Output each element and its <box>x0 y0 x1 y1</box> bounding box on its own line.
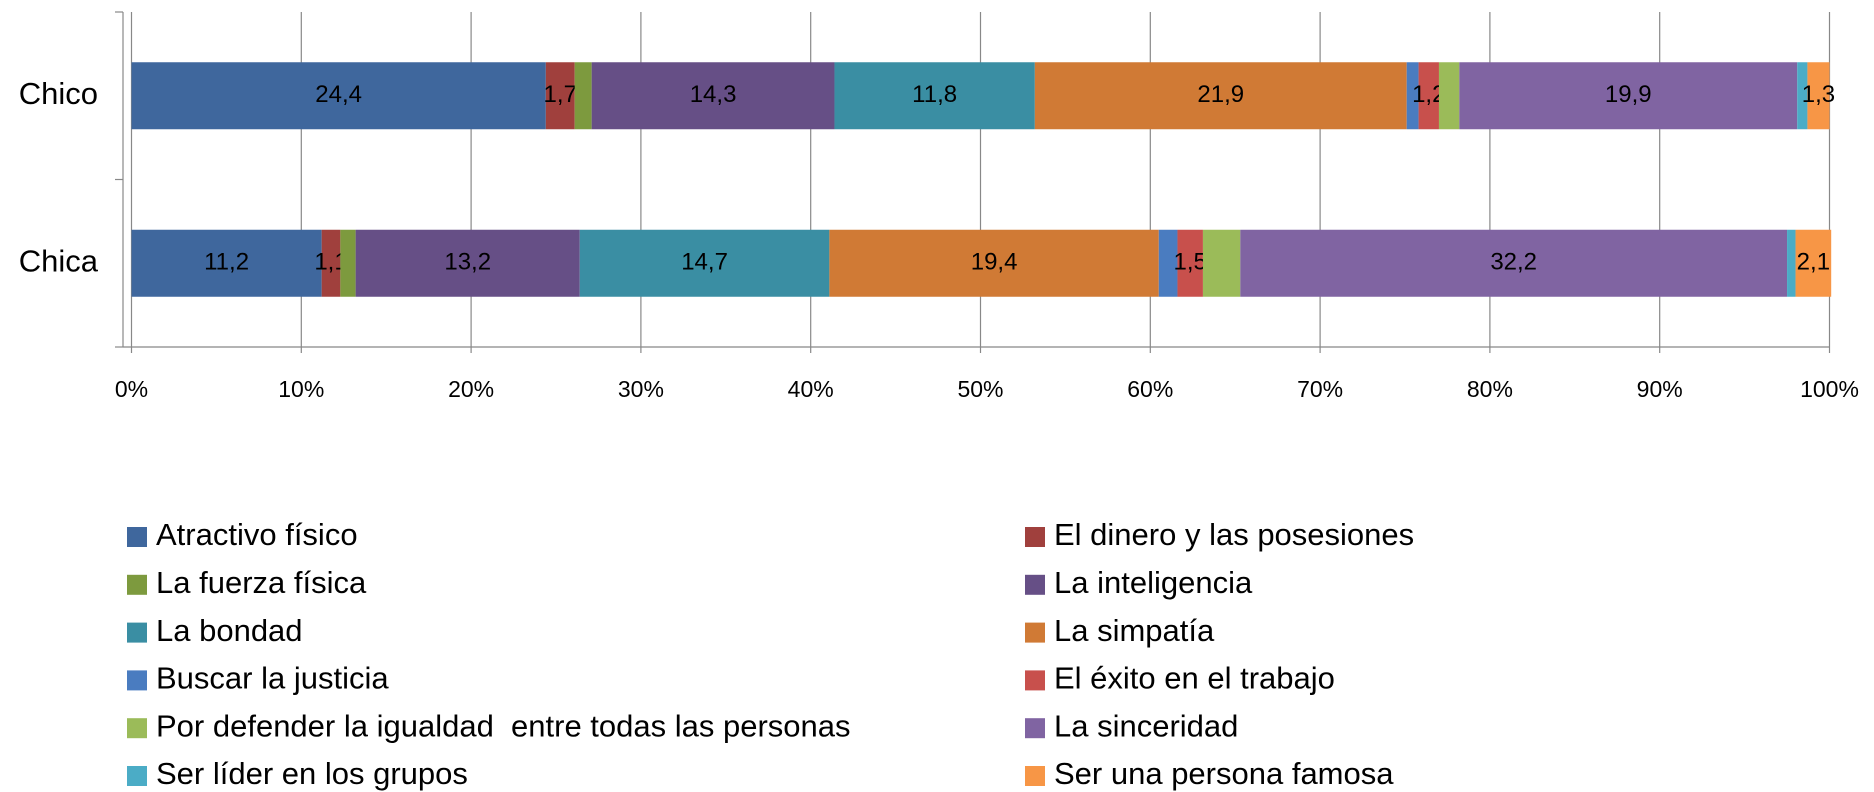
legend-swatch <box>127 622 147 643</box>
data-label: 1,7 <box>544 81 577 108</box>
legend-label: La fuerza física <box>156 565 367 600</box>
data-label: 19,9 <box>1605 81 1652 108</box>
legend-label: La simpatía <box>1054 613 1215 648</box>
bar-segment <box>131 62 546 130</box>
data-label: 21,9 <box>1197 81 1244 108</box>
bar-segment <box>834 62 1035 130</box>
legend-label: Ser líder en los grupos <box>156 756 468 791</box>
bar-segment <box>1438 62 1460 130</box>
legend-swatch <box>1025 718 1045 739</box>
legend-swatch <box>127 527 147 547</box>
bar-segment <box>1418 62 1439 130</box>
x-tick-label: 100% <box>1800 376 1859 402</box>
bar-segment <box>829 229 1159 297</box>
legend-swatch <box>127 670 147 691</box>
bar-segment <box>1240 229 1788 297</box>
data-label: 11,8 <box>912 81 957 108</box>
legend-label: La sinceridad <box>1054 708 1238 743</box>
x-tick-label: 60% <box>1127 376 1173 402</box>
data-label: 11,2 <box>204 249 249 276</box>
legend-swatch <box>1025 622 1045 643</box>
bar-segment <box>1807 62 1830 130</box>
legend-swatch <box>1025 766 1045 786</box>
y-tick-label: Chica <box>19 243 99 278</box>
bar-segment <box>591 62 835 130</box>
legend-label: Atractivo físico <box>156 517 358 552</box>
legend-swatch <box>127 718 147 739</box>
bar-segment <box>1795 229 1832 297</box>
bar-segment <box>1177 229 1203 297</box>
data-label: 32,2 <box>1490 249 1537 276</box>
bar-segment <box>574 62 592 130</box>
data-label: 1,5 <box>1174 249 1207 276</box>
bar-segment <box>579 229 830 297</box>
legend-label: Por defender la igualdad entre todas las… <box>156 708 851 743</box>
legend-label: La bondad <box>156 613 303 648</box>
legend-swatch <box>1025 670 1045 691</box>
bar-segment <box>1797 62 1808 130</box>
bar-segment <box>340 229 356 297</box>
bar-segment <box>1158 229 1178 297</box>
x-tick-label: 30% <box>618 376 664 402</box>
data-label: 1,3 <box>1802 81 1835 108</box>
legend-swatch <box>1025 527 1045 547</box>
bar-segment <box>545 62 575 130</box>
legend-label: Ser una persona famosa <box>1054 756 1394 791</box>
bar-segment <box>1034 62 1407 130</box>
bar-segment <box>131 229 322 297</box>
x-tick-label: 0% <box>115 376 148 402</box>
data-label: 14,7 <box>681 249 728 276</box>
legend-swatch <box>1025 574 1045 595</box>
x-tick-label: 40% <box>788 376 834 402</box>
legend-swatch <box>127 766 147 786</box>
data-label: 19,4 <box>971 249 1018 276</box>
legend-swatch <box>127 574 147 595</box>
bar-segment <box>355 229 580 297</box>
bar-segment <box>1459 62 1798 130</box>
bar-segment <box>1202 229 1241 297</box>
legend-label: La inteligencia <box>1054 565 1253 600</box>
data-label: 14,3 <box>690 81 737 108</box>
bar-segment <box>1787 229 1796 297</box>
y-tick-label: Chico <box>19 76 98 111</box>
x-tick-label: 90% <box>1637 376 1683 402</box>
x-tick-label: 20% <box>448 376 494 402</box>
x-tick-label: 50% <box>957 376 1003 402</box>
legend-label: Buscar la justicia <box>156 661 389 696</box>
data-label: 13,2 <box>444 249 491 276</box>
bar-segment <box>1406 62 1419 130</box>
x-tick-label: 80% <box>1467 376 1513 402</box>
x-tick-label: 10% <box>278 376 324 402</box>
data-label: 2,1 <box>1797 249 1830 276</box>
data-label: 24,4 <box>315 81 362 108</box>
legend-label: El éxito en el trabajo <box>1054 661 1335 696</box>
bar-segment <box>321 229 341 297</box>
x-tick-label: 70% <box>1297 376 1343 402</box>
legend-label: El dinero y las posesiones <box>1054 517 1414 552</box>
